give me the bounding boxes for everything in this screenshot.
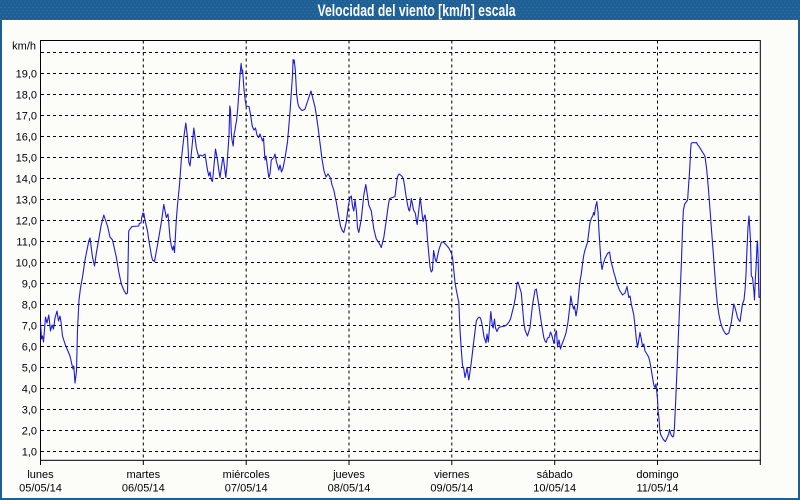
- svg-text:18,0: 18,0: [16, 89, 37, 101]
- svg-text:4,0: 4,0: [22, 383, 37, 395]
- svg-text:09/05/14: 09/05/14: [430, 483, 473, 495]
- svg-text:14,0: 14,0: [16, 173, 37, 185]
- svg-text:martes: martes: [126, 469, 160, 481]
- svg-text:viernes: viernes: [434, 469, 470, 481]
- svg-text:07/05/14: 07/05/14: [225, 483, 268, 495]
- svg-text:8,0: 8,0: [22, 299, 37, 311]
- svg-text:km/h: km/h: [12, 41, 36, 53]
- svg-text:domingo: domingo: [636, 469, 678, 481]
- svg-text:Velocidad del viento [km/h] es: Velocidad del viento [km/h] escala: [318, 1, 516, 20]
- svg-text:15,0: 15,0: [16, 152, 37, 164]
- svg-text:jueves: jueves: [332, 469, 365, 481]
- svg-text:19,0: 19,0: [16, 68, 37, 80]
- svg-text:10,0: 10,0: [16, 257, 37, 269]
- svg-text:10/05/14: 10/05/14: [533, 483, 576, 495]
- svg-text:11,0: 11,0: [16, 236, 37, 248]
- svg-text:sábado: sábado: [537, 469, 573, 481]
- svg-text:08/05/14: 08/05/14: [328, 483, 371, 495]
- svg-text:7,0: 7,0: [22, 320, 37, 332]
- svg-text:1,0: 1,0: [22, 446, 37, 458]
- svg-text:miércoles: miércoles: [223, 469, 271, 481]
- svg-text:3,0: 3,0: [22, 404, 37, 416]
- svg-text:13,0: 13,0: [16, 194, 37, 206]
- svg-text:6,0: 6,0: [22, 341, 37, 353]
- svg-text:17,0: 17,0: [16, 110, 37, 122]
- svg-text:5,0: 5,0: [22, 362, 37, 374]
- svg-text:12,0: 12,0: [16, 215, 37, 227]
- svg-text:lunes: lunes: [27, 469, 54, 481]
- svg-text:2,0: 2,0: [22, 425, 37, 437]
- svg-text:11/05/14: 11/05/14: [636, 483, 678, 495]
- svg-text:16,0: 16,0: [16, 131, 37, 143]
- svg-text:05/05/14: 05/05/14: [19, 483, 62, 495]
- svg-text:9,0: 9,0: [22, 278, 37, 290]
- svg-text:06/05/14: 06/05/14: [122, 483, 165, 495]
